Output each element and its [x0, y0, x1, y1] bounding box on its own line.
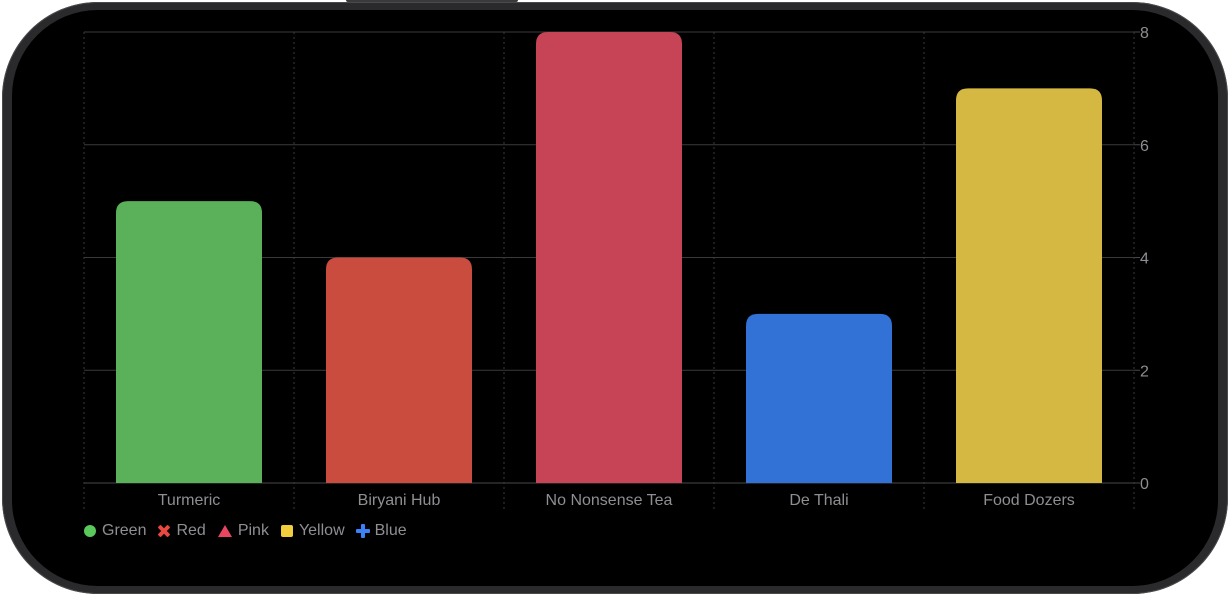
x-tick-label: No Nonsense Tea — [546, 492, 673, 509]
bar-food-dozers — [956, 88, 1102, 483]
legend-item-red: Red — [158, 522, 205, 540]
legend-item-blue: Blue — [357, 522, 407, 540]
circle-icon — [84, 525, 96, 537]
cross-icon — [158, 525, 170, 537]
bar-biryani-hub — [326, 257, 472, 483]
x-tick-label: Food Dozers — [983, 492, 1075, 509]
legend-label: Blue — [374, 522, 407, 539]
x-tick-label: Biryani Hub — [358, 492, 441, 509]
device-notch — [346, 0, 518, 2]
square-icon — [280, 525, 293, 537]
plus-icon — [357, 524, 369, 538]
y-tick-label: 6 — [1140, 138, 1149, 155]
legend-item-green: Green — [84, 522, 146, 540]
bar-de-thali — [746, 313, 892, 483]
y-tick-label: 0 — [1140, 476, 1149, 493]
chart-legend: Green Red Pink Yellow Blue — [84, 520, 407, 542]
bar-no-nonsense-tea — [536, 32, 682, 483]
x-tick-label: Turmeric — [158, 492, 221, 509]
legend-label: Pink — [237, 522, 269, 539]
legend-item-yellow: Yellow — [280, 522, 345, 540]
legend-label: Yellow — [298, 522, 345, 539]
legend-label: Green — [102, 522, 147, 539]
x-tick-label: De Thali — [789, 492, 848, 509]
legend-label: Red — [176, 522, 206, 539]
y-tick-label: 2 — [1140, 363, 1149, 380]
legend-item-pink: Pink — [217, 522, 269, 540]
y-tick-label: 4 — [1140, 251, 1149, 268]
triangle-icon — [217, 525, 232, 537]
bar-turmeric — [116, 201, 262, 483]
y-tick-label: 8 — [1140, 25, 1149, 42]
